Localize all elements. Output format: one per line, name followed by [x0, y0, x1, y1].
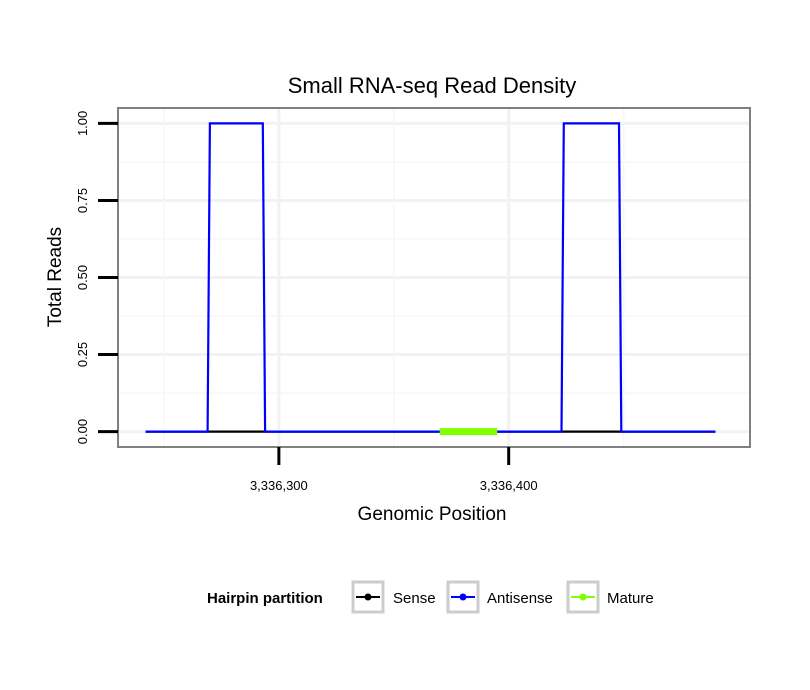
y-tick-label: 0.50: [75, 265, 90, 290]
x-axis-title: Genomic Position: [358, 504, 507, 525]
chart: Small RNA-seq Read Density 0.000.250.500…: [0, 0, 810, 690]
legend-dot-sense: [365, 594, 372, 601]
legend-title: Hairpin partition: [207, 590, 323, 607]
legend-label-mature: Mature: [607, 590, 654, 607]
y-tick-label: 0.25: [75, 342, 90, 367]
x-tick-label: 3,336,300: [250, 478, 308, 493]
y-tick-label: 0.00: [75, 419, 90, 444]
legend-label-antisense: Antisense: [487, 590, 553, 607]
y-tick-label: 1.00: [75, 111, 90, 136]
legend-label-sense: Sense: [393, 590, 436, 607]
x-tick-label: 3,336,400: [480, 478, 538, 493]
y-axis-title: Total Reads: [45, 227, 66, 327]
legend-entry-antisense: Antisense: [448, 582, 553, 612]
y-tick-label: 0.75: [75, 188, 90, 213]
legend-entry-mature: Mature: [568, 582, 654, 612]
legend-entry-sense: Sense: [353, 582, 436, 612]
legend: Hairpin partition Sense Antisense Mature: [207, 582, 654, 612]
legend-dot-antisense: [460, 594, 467, 601]
x-axis: 3,336,300 3,336,400: [250, 447, 538, 493]
legend-dot-mature: [580, 594, 587, 601]
y-axis: 0.00 0.25 0.50 0.75 1.00: [75, 111, 118, 445]
chart-title: Small RNA-seq Read Density: [288, 73, 577, 98]
